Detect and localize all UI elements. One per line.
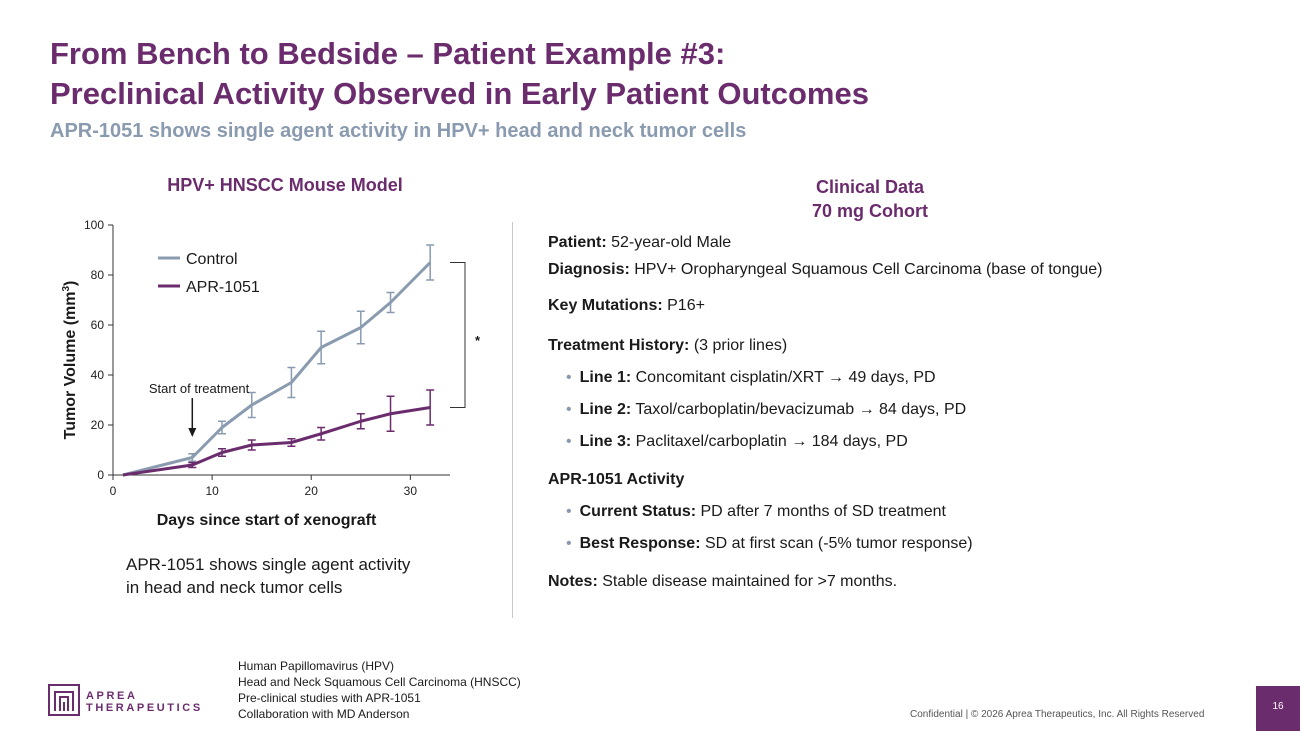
y-tick-label: 40: [91, 368, 105, 382]
x-axis-label: Days since start of xenograft: [157, 512, 377, 529]
clinical-heading-line-1: Clinical Data: [815, 177, 925, 197]
logo-wordmark: APREA THERAPEUTICS: [86, 690, 203, 714]
page-title: From Bench to Bedside – Patient Example …: [50, 34, 869, 114]
significance-bracket: [450, 262, 466, 408]
y-axis-label: Tumor Volume (mm3): [61, 281, 79, 440]
chart-heading: HPV+ HNSCC Mouse Model: [167, 175, 403, 195]
activity-row: APR-1051 Activity: [548, 471, 684, 489]
patient-row: Patient: 52-year-old Male: [548, 234, 731, 252]
aprea-logo-icon: [48, 684, 80, 716]
line-2-value: Taxol/carboplatin/bevacizumab → 84 days,…: [631, 401, 967, 418]
patient-label: Patient:: [548, 234, 607, 251]
notes-row: Notes: Stable disease maintained for >7 …: [548, 573, 897, 591]
diagnosis-label: Diagnosis:: [548, 261, 630, 278]
x-tick-label: 0: [110, 484, 117, 498]
abbrev-line: Head and Neck Squamous Cell Carcinoma (H…: [238, 675, 521, 689]
diagnosis-row: Diagnosis: HPV+ Oropharyngeal Squamous C…: [548, 261, 1103, 279]
status-value: PD after 7 months of SD treatment: [696, 503, 946, 520]
diagnosis-value: HPV+ Oropharyngeal Squamous Cell Carcino…: [629, 261, 1103, 278]
legend-label: Control: [186, 251, 238, 268]
abbrev-line: Pre-clinical studies with APR-1051: [238, 691, 421, 705]
history-value: (3 prior lines): [689, 337, 788, 354]
x-tick-label: 10: [205, 484, 219, 498]
line-3-label: Line 3:: [579, 433, 632, 450]
chart-caption: APR-1051 shows single agent activity in …: [126, 553, 486, 599]
y-axis-label-main: Tumor Volume (mm: [62, 292, 79, 440]
treatment-line-2: • Line 2: Taxol/carboplatin/bevacizumab →…: [566, 401, 966, 419]
y-tick-label: 80: [91, 268, 105, 282]
clinical-heading-line-2: 70 mg Cohort: [811, 201, 928, 221]
title-line-2: Preclinical Activity Observed in Early P…: [50, 76, 869, 111]
clinical-heading: Clinical Data 70 mg Cohort: [720, 175, 1020, 223]
y-tick-label: 100: [84, 218, 104, 232]
bullet-dot: •: [566, 535, 572, 552]
activity-label: APR-1051 Activity: [548, 471, 685, 488]
abbreviations: Human Papillomavirus (HPV) Head and Neck…: [238, 658, 521, 722]
bullet-dot: •: [566, 433, 572, 450]
notes-label: Notes:: [548, 573, 598, 590]
x-tick-label: 20: [305, 484, 319, 498]
caption-line-1: APR-1051 shows single agent activity: [126, 555, 411, 574]
notes-value: Stable disease maintained for >7 months.: [597, 573, 898, 590]
response-row: • Best Response: SD at first scan (-5% tu…: [566, 535, 973, 553]
line-2-label: Line 2:: [579, 401, 632, 418]
mutations-label: Key Mutations:: [548, 297, 663, 314]
panel-divider: [512, 222, 513, 618]
x-tick-label: 30: [404, 484, 418, 498]
history-label: Treatment History:: [548, 337, 690, 354]
bullet-dot: •: [566, 503, 572, 520]
y-tick-label: 60: [91, 318, 105, 332]
response-value: SD at first scan (-5% tumor response): [700, 535, 973, 552]
y-tick-label: 20: [91, 418, 105, 432]
y-axis-label-superscript: 3: [61, 286, 72, 292]
page-subtitle: APR-1051 shows single agent activity in …: [50, 120, 747, 142]
bullet-dot: •: [566, 401, 572, 418]
status-label: Current Status:: [579, 503, 697, 520]
abbrev-line: Human Papillomavirus (HPV): [238, 659, 395, 673]
logo-line-1: APREA: [86, 690, 138, 702]
treatment-line-1: • Line 1: Concomitant cisplatin/XRT → 49 …: [566, 369, 936, 387]
caption-line-2: in head and neck tumor cells: [126, 578, 343, 597]
bullet-dot: •: [566, 369, 572, 386]
logo-line-2: THERAPEUTICS: [86, 702, 203, 714]
status-row: • Current Status: PD after 7 months of SD…: [566, 503, 946, 521]
title-line-1: From Bench to Bedside – Patient Example …: [50, 36, 726, 71]
page-number: 16: [1256, 686, 1300, 731]
y-tick-label: 0: [97, 468, 104, 482]
start-treatment-label: Start of treatment: [149, 381, 250, 396]
y-axis-label-close: ): [62, 281, 79, 286]
line-1-value: Concomitant cisplatin/XRT → 49 days, PD: [631, 369, 936, 386]
confidential-notice: Confidential | © 2026 Aprea Therapeutics…: [910, 709, 1205, 720]
legend-label: APR-1051: [186, 279, 260, 296]
response-label: Best Response:: [579, 535, 701, 552]
history-row: Treatment History: (3 prior lines): [548, 337, 787, 355]
line-3-value: Paclitaxel/carboplatin → 184 days, PD: [631, 433, 908, 450]
tumor-volume-chart: 0 20 40 60 80 100 0 10 20 30 Days since start of x…: [61, 218, 480, 529]
patient-value: 52-year-old Male: [606, 234, 732, 251]
start-treatment-arrowhead: [188, 428, 197, 437]
mutations-row: Key Mutations: P16+: [548, 297, 705, 315]
significance-label: **: [475, 333, 480, 348]
line-1-label: Line 1:: [579, 369, 632, 386]
treatment-line-3: • Line 3: Paclitaxel/carboplatin → 184 da…: [566, 433, 908, 451]
mutations-value: P16+: [662, 297, 705, 314]
abbrev-line: Collaboration with MD Anderson: [238, 707, 410, 721]
